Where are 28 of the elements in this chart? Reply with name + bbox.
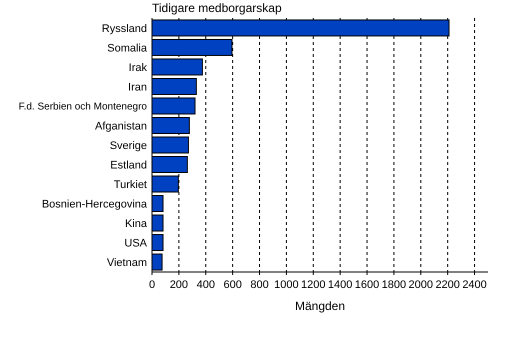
x-tick-label: 2000 (408, 279, 434, 291)
y-tick-label: Vietnam (106, 256, 147, 269)
y-tick-label: USA (124, 237, 148, 250)
x-tick-label: 1200 (301, 279, 326, 291)
x-tick-label: 2200 (435, 279, 460, 291)
x-tick-label: 1600 (354, 279, 380, 291)
y-tick-label: Turkiet (114, 178, 147, 191)
x-axis-title: Mängden (294, 299, 346, 313)
y-tick-label: Sverige (110, 140, 147, 152)
x-tick-label: 600 (223, 279, 242, 291)
y-tick-label: Somalia (107, 42, 148, 54)
y-tick-label: Bosnien-Hercegovina (42, 198, 148, 210)
y-tick-label: Kina (124, 218, 148, 230)
y-tick-label: Estland (110, 159, 147, 172)
x-tick-label: 0 (148, 279, 156, 291)
x-tick-label: 1400 (328, 279, 352, 291)
x-tick-label: 200 (170, 279, 188, 291)
y-tick-label: Afganistan (95, 120, 147, 132)
x-tick-label: 2400 (462, 279, 487, 291)
y-tick-label: Irak (128, 62, 148, 74)
y-tick-label: Ryssland (102, 22, 147, 35)
chart-title: Tidigare medborgarskap (152, 1, 282, 15)
x-tick-label: 400 (196, 279, 215, 291)
x-tick-label: 1800 (382, 279, 406, 291)
x-tick-label: 1000 (274, 279, 299, 291)
y-tick-label: F.d. Serbien och Montenegro (18, 101, 148, 112)
x-tick-label: 800 (250, 279, 269, 291)
y-tick-label: Iran (128, 81, 147, 94)
